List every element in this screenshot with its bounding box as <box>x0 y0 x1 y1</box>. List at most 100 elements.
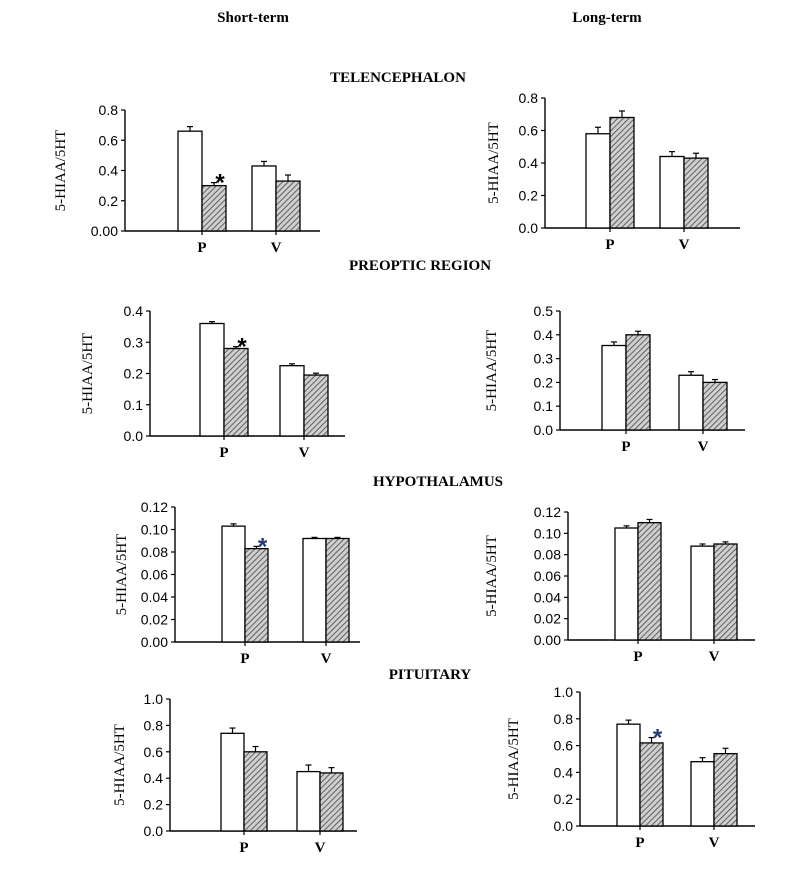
bar-treated <box>639 742 664 827</box>
chart-panels: 0.00 0.2 0.4 0.6 0.8 5-HIAA/5HT P V * 0.0 0.2 0.4 0.… <box>53 90 755 856</box>
significance-asterisk: * <box>653 725 663 752</box>
bar-treated <box>713 752 738 827</box>
column-header-short-term: Short-term <box>217 10 289 26</box>
x-tick-label: V <box>315 840 326 856</box>
region-title-pituitary: PITUITARY <box>389 667 472 683</box>
y-tick-label: 0.0 <box>554 818 574 834</box>
x-tick-label: V <box>321 651 332 667</box>
bar-treated <box>637 522 662 641</box>
column-header-long-term: Long-term <box>572 10 642 26</box>
chart-panel-telencephalon-short: 0.00 0.2 0.4 0.6 0.8 5-HIAA/5HT P V * <box>53 102 320 256</box>
bar-treated <box>275 180 301 232</box>
x-tick-label: P <box>635 835 644 851</box>
chart-panel-hypothalamus-long: 0.00 0.02 0.04 0.06 0.08 0.10 0.12 5-HIAA/5HT P V <box>484 504 755 665</box>
y-axis-label: 5-HIAA/5HT <box>484 330 500 412</box>
bar-control <box>177 130 203 232</box>
chart-panel-hypothalamus-short: 0.00 0.02 0.04 0.06 0.08 0.10 0.12 5-HIAA/5HT P V… <box>114 499 360 667</box>
x-tick-label: P <box>633 649 642 665</box>
bar-control <box>690 761 715 827</box>
y-tick-label: 0.00 <box>141 634 168 650</box>
y-tick-label: 0.00 <box>91 223 118 239</box>
bar-treated <box>244 547 269 643</box>
y-tick-label: 0.02 <box>534 611 561 627</box>
y-tick-label: 0.3 <box>124 334 144 350</box>
y-axis-label: 5-HIAA/5HT <box>484 535 500 617</box>
y-axis-label: 5-HIAA/5HT <box>112 724 128 806</box>
y-tick-label: 0.4 <box>534 327 554 343</box>
y-tick-label: 0.10 <box>141 522 168 538</box>
significance-asterisk: * <box>237 334 247 361</box>
x-tick-label: P <box>621 439 630 455</box>
x-tick-label: V <box>271 240 282 256</box>
y-tick-label: 0.2 <box>519 188 539 204</box>
x-tick-label: P <box>239 840 248 856</box>
bar-treated <box>683 157 709 229</box>
y-tick-label: 0.00 <box>534 632 561 648</box>
y-tick-label: 0.06 <box>141 567 168 583</box>
bar-treated <box>319 772 344 832</box>
y-tick-label: 0.8 <box>99 102 119 118</box>
y-tick-label: 0.4 <box>554 764 574 780</box>
x-tick-label: V <box>679 237 690 253</box>
y-tick-label: 0.0 <box>124 428 144 444</box>
bar-control <box>296 770 321 832</box>
chart-panel-pituitary-short: 0.0 0.2 0.4 0.6 0.8 1.0 5-HIAA/5HT P V <box>112 691 357 856</box>
x-tick-label: V <box>709 649 720 665</box>
bar-control <box>614 527 639 641</box>
chart-panel-telencephalon-long: 0.0 0.2 0.4 0.6 0.8 5-HIAA/5HT P V <box>486 90 740 253</box>
y-tick-label: 0.6 <box>99 132 119 148</box>
bar-control <box>302 537 327 643</box>
bar-treated <box>223 347 249 437</box>
y-tick-label: 0.02 <box>141 612 168 628</box>
y-tick-label: 0.1 <box>124 397 144 413</box>
bar-treated <box>702 381 728 431</box>
chart-panel-preoptic-short: 0.0 0.1 0.2 0.3 0.4 5-HIAA/5HT P V * <box>80 303 345 461</box>
y-tick-label: 0.6 <box>554 738 574 754</box>
y-tick-label: 0.4 <box>124 303 144 319</box>
y-tick-label: 1.0 <box>554 684 574 700</box>
y-tick-label: 0.12 <box>534 504 561 520</box>
x-tick-label: P <box>197 240 206 256</box>
x-tick-label: V <box>299 445 310 461</box>
y-axis-label: 5-HIAA/5HT <box>486 122 502 204</box>
x-tick-label: V <box>709 835 720 851</box>
y-tick-label: 0.0 <box>534 422 554 438</box>
bar-treated <box>713 543 738 641</box>
bar-treated <box>303 374 329 437</box>
region-title-hypothalamus: HYPOTHALAMUS <box>373 474 503 490</box>
y-tick-label: 0.2 <box>99 193 119 209</box>
y-tick-label: 0.4 <box>144 770 164 786</box>
x-tick-label: P <box>219 445 228 461</box>
y-tick-label: 0.12 <box>141 499 168 515</box>
x-tick-label: P <box>240 651 249 667</box>
bar-control <box>690 545 715 641</box>
region-title-preoptic: PREOPTIC REGION <box>349 258 491 274</box>
y-tick-label: 0.3 <box>534 351 554 367</box>
y-tick-label: 0.08 <box>141 544 168 560</box>
y-tick-label: 0.2 <box>144 797 164 813</box>
bar-control <box>221 525 246 643</box>
y-tick-label: 0.10 <box>534 525 561 541</box>
significance-asterisk: * <box>215 170 225 197</box>
bar-control <box>220 732 245 832</box>
y-tick-label: 0.2 <box>534 374 554 390</box>
bar-control <box>251 165 277 232</box>
y-tick-label: 0.8 <box>144 717 164 733</box>
bar-treated <box>609 116 635 229</box>
significance-asterisk: * <box>258 533 268 560</box>
bar-control <box>616 723 641 827</box>
y-axis-label: 5-HIAA/5HT <box>80 333 96 415</box>
bar-control <box>659 155 685 229</box>
y-tick-label: 0.6 <box>144 744 164 760</box>
bar-treated <box>625 334 651 431</box>
bar-control <box>601 344 627 431</box>
bar-control <box>279 365 305 437</box>
chart-panel-pituitary-long: 0.0 0.2 0.4 0.6 0.8 1.0 5-HIAA/5HT P V * <box>506 684 755 851</box>
chart-panel-preoptic-long: 0.0 0.1 0.2 0.3 0.4 0.5 5-HIAA/5HT P V <box>484 303 745 455</box>
y-tick-label: 0.0 <box>144 823 164 839</box>
y-tick-label: 0.0 <box>519 220 539 236</box>
bar-control <box>585 133 611 229</box>
y-axis-label: 5-HIAA/5HT <box>506 718 522 800</box>
y-tick-label: 0.2 <box>554 791 574 807</box>
